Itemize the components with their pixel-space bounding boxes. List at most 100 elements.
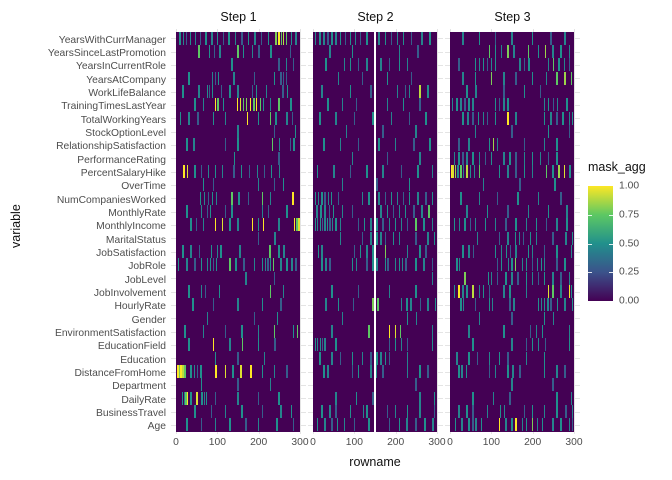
mask-mark (280, 404, 282, 419)
mask-mark (319, 31, 321, 45)
mask-mark (269, 284, 272, 299)
mask-mark (212, 111, 215, 125)
mask-mark (517, 191, 519, 205)
mask-mark (509, 244, 512, 259)
mask-mark (327, 98, 329, 112)
mask-mark (539, 84, 542, 99)
mask-mark (474, 218, 476, 232)
mask-mark (406, 58, 409, 72)
mask-mark (186, 418, 188, 432)
mask-mark (202, 98, 204, 112)
mask-mark (543, 98, 546, 112)
mask-mark (293, 138, 295, 152)
mask-mark (458, 404, 460, 419)
legend-bar-tick (588, 272, 592, 274)
mask-mark (515, 164, 517, 179)
mask-mark (560, 191, 562, 205)
mask-mark (556, 364, 558, 379)
mask-mark (256, 98, 258, 112)
mask-mark (568, 111, 570, 125)
y-axis-label: TotalWorkingYears (80, 114, 166, 126)
mask-mark (237, 124, 239, 139)
mask-mark (339, 351, 341, 365)
mask-mark (511, 31, 513, 45)
mask-mark (370, 231, 372, 245)
mask-mark (372, 298, 374, 312)
mask-mark (388, 284, 390, 299)
mask-mark (464, 98, 466, 112)
mask-mark (490, 271, 493, 285)
mask-mark (207, 164, 210, 179)
mask-mark (362, 191, 364, 205)
mask-mark (357, 218, 360, 232)
mask-mark (507, 364, 509, 379)
mask-mark (178, 258, 180, 272)
mask-mark (472, 111, 474, 125)
mask-mark (400, 298, 403, 312)
mask-mark (531, 244, 534, 259)
mask-mark (427, 231, 429, 245)
mask-mark (321, 244, 323, 259)
y-axis-label: YearsAtCompany (86, 74, 166, 86)
mask-mark (568, 338, 570, 352)
mask-mark (488, 44, 491, 59)
mask-mark (552, 98, 555, 112)
mask-mark (237, 298, 239, 312)
mask-mark (214, 164, 217, 179)
mask-mark (209, 84, 211, 99)
mask-mark (330, 191, 333, 205)
mask-mark (398, 44, 401, 59)
y-axis-label: MonthlyRate (108, 207, 166, 219)
mask-mark (209, 258, 212, 272)
mask-mark (543, 138, 546, 152)
mask-mark (355, 258, 358, 272)
mask-mark (566, 204, 568, 219)
y-axis-label: PercentSalaryHike (80, 167, 166, 179)
mask-mark (257, 418, 260, 432)
mask-mark (290, 44, 292, 59)
mask-mark (394, 258, 397, 272)
mask-mark (278, 164, 281, 179)
mask-mark (526, 418, 528, 432)
mask-mark (548, 204, 550, 219)
mask-mark (402, 258, 404, 272)
mask-mark (544, 338, 547, 352)
mask-mark (431, 271, 433, 285)
mask-mark (560, 418, 562, 432)
mask-mark (233, 71, 235, 85)
mask-mark (472, 418, 474, 432)
mask-mark (261, 191, 264, 205)
mask-mark (552, 58, 555, 72)
mask-mark (523, 164, 525, 179)
mask-mark (417, 44, 419, 59)
mask-mark (183, 164, 185, 179)
mask-mark (499, 98, 501, 112)
mask-mark (454, 164, 457, 179)
mask-mark (376, 258, 378, 272)
mask-mark (237, 218, 239, 232)
mask-mark (349, 164, 352, 179)
mask-mark (409, 178, 411, 192)
mask-mark (324, 191, 326, 205)
mask-mark (241, 31, 243, 45)
y-axis-label: RelationshipSatisfaction (56, 141, 166, 153)
mask-mark (488, 298, 491, 312)
heatmap-tile-block (313, 31, 437, 432)
mask-mark (182, 244, 184, 259)
mask-mark (324, 204, 326, 219)
mask-mark (431, 258, 433, 272)
mask-mark (182, 31, 184, 45)
mask-mark (206, 84, 209, 99)
mask-mark (232, 364, 234, 379)
mask-mark (336, 418, 339, 432)
mask-mark (196, 391, 198, 405)
mask-mark (468, 351, 470, 365)
facet-strip-label: Step 1 (220, 10, 257, 24)
mask-mark (521, 258, 523, 272)
mask-mark (570, 244, 572, 259)
fill-legend: mask_agg 1.00 0.75 0.50 0.25 0.00 (586, 160, 672, 307)
mask-mark (278, 31, 280, 45)
mask-mark (357, 138, 360, 152)
mask-mark (535, 218, 538, 232)
mask-mark (349, 84, 352, 99)
